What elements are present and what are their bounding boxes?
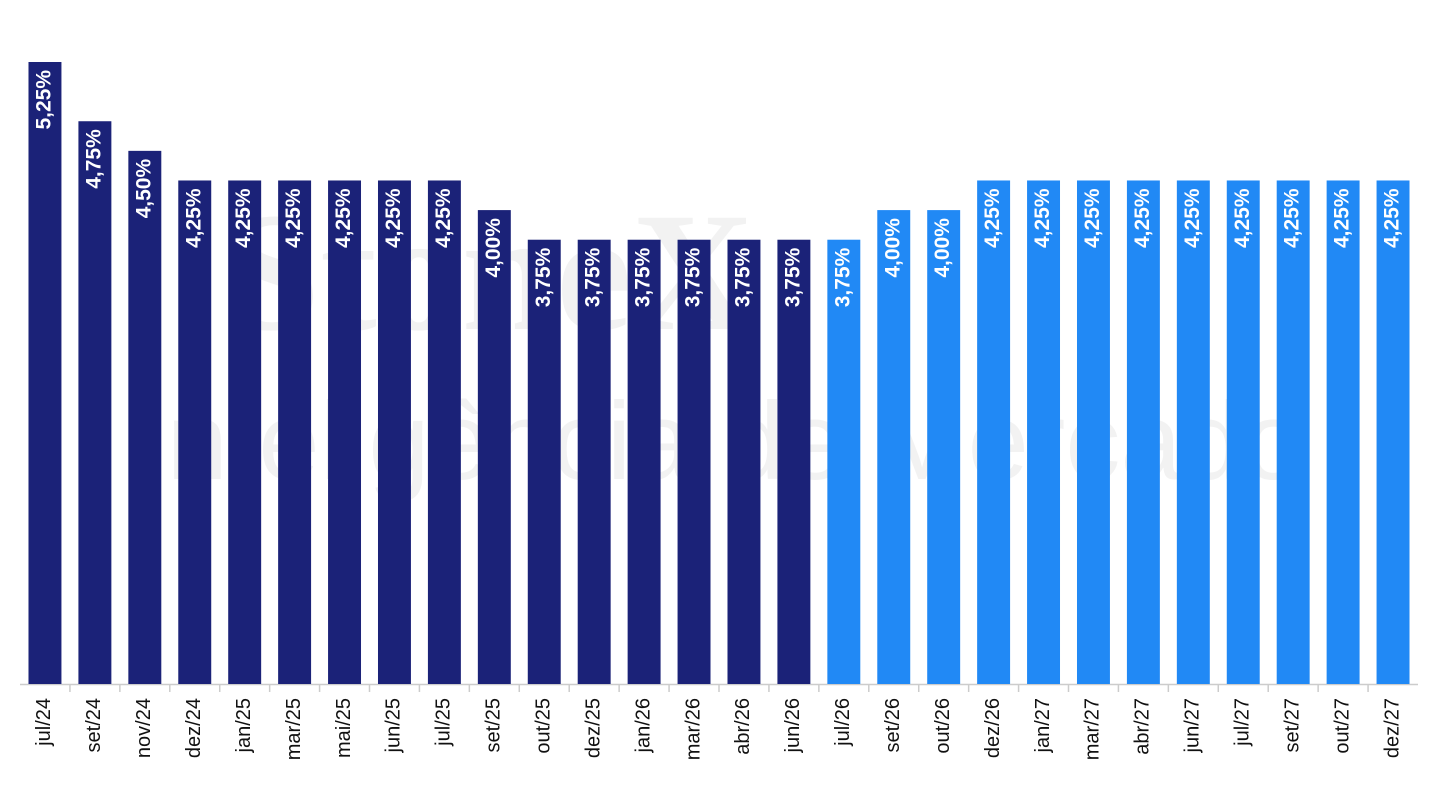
x-tick-label: out/26 <box>932 698 954 754</box>
x-tick-label: dez/26 <box>982 698 1004 758</box>
bar <box>827 239 861 684</box>
value-label: 4,25% <box>182 188 205 248</box>
x-tick-label: dez/24 <box>183 698 205 758</box>
value-label: 4,50% <box>132 159 155 219</box>
bar <box>577 239 611 684</box>
x-tick-label: set/26 <box>882 698 904 752</box>
bar <box>1276 180 1310 684</box>
bar <box>178 180 212 684</box>
value-label: 4,25% <box>981 188 1004 248</box>
x-tick-label: mai/25 <box>333 698 355 758</box>
bar <box>427 180 461 684</box>
value-label: 3,75% <box>831 247 854 307</box>
value-label: 4,25% <box>1031 188 1054 248</box>
x-tick-label: dez/25 <box>582 698 604 758</box>
value-label: 4,25% <box>1231 188 1254 248</box>
bar <box>228 180 262 684</box>
bar <box>1027 180 1061 684</box>
value-label: 4,75% <box>82 129 105 189</box>
bar <box>377 180 411 684</box>
x-tick-label: set/27 <box>1281 698 1303 752</box>
bar <box>328 180 362 684</box>
value-label: 4,25% <box>1381 188 1404 248</box>
value-label: 4,25% <box>432 188 455 248</box>
x-tick-label: jul/26 <box>832 698 854 747</box>
x-tick-label: nov/24 <box>133 698 155 758</box>
x-tick-label: abr/26 <box>732 698 754 755</box>
bar <box>1326 180 1360 684</box>
value-label: 3,75% <box>632 247 655 307</box>
bar <box>1376 180 1410 684</box>
bar <box>677 239 711 684</box>
x-tick-label: set/24 <box>83 698 105 752</box>
bar <box>1126 180 1160 684</box>
value-label: 4,25% <box>1181 188 1204 248</box>
bar <box>777 239 811 684</box>
bar <box>1176 180 1210 684</box>
x-tick-label: jan/27 <box>1032 698 1054 754</box>
bar <box>128 150 162 684</box>
x-tick-label: abr/27 <box>1132 698 1154 755</box>
value-label: 4,25% <box>1331 188 1354 248</box>
value-label: 3,75% <box>682 247 705 307</box>
bar <box>927 210 961 684</box>
x-tick-label: set/25 <box>483 698 505 752</box>
value-label: 4,25% <box>1281 188 1304 248</box>
value-label: 4,25% <box>332 188 355 248</box>
value-label: 4,25% <box>232 188 255 248</box>
x-tick-label: jun/25 <box>383 698 405 754</box>
bar <box>78 121 112 684</box>
x-tick-label: mar/25 <box>283 698 305 760</box>
x-tick-label: mar/26 <box>682 698 704 760</box>
x-tick-label: jan/25 <box>233 698 255 754</box>
bar <box>278 180 312 684</box>
bar <box>877 210 911 684</box>
bar <box>627 239 661 684</box>
x-tick-label: jul/27 <box>1232 698 1254 747</box>
value-label: 4,00% <box>482 218 505 278</box>
value-label: 3,75% <box>532 247 555 307</box>
bar <box>1076 180 1110 684</box>
value-label: 4,25% <box>282 188 305 248</box>
x-tick-label: jul/24 <box>33 698 55 747</box>
value-label: 3,75% <box>781 247 804 307</box>
x-tick-label: mar/27 <box>1082 698 1104 760</box>
value-label: 3,75% <box>582 247 605 307</box>
value-label: 4,25% <box>1081 188 1104 248</box>
bar <box>977 180 1011 684</box>
value-label: 3,75% <box>732 247 755 307</box>
x-tick-label: jul/25 <box>433 698 455 747</box>
bar <box>1226 180 1260 684</box>
bar <box>28 62 62 684</box>
bar <box>527 239 561 684</box>
bar <box>477 210 511 684</box>
value-label: 5,25% <box>33 70 56 130</box>
value-label: 4,00% <box>931 218 954 278</box>
x-tick-label: jun/27 <box>1182 698 1204 754</box>
value-label: 4,25% <box>1131 188 1154 248</box>
x-tick-label: jan/26 <box>632 698 654 754</box>
x-tick-label: jun/26 <box>782 698 804 754</box>
bar <box>727 239 761 684</box>
value-label: 4,25% <box>382 188 405 248</box>
x-tick-label: dez/27 <box>1381 698 1403 758</box>
x-tick-label: out/25 <box>533 698 555 754</box>
x-tick-label: out/27 <box>1331 698 1353 754</box>
value-label: 4,00% <box>881 218 904 278</box>
